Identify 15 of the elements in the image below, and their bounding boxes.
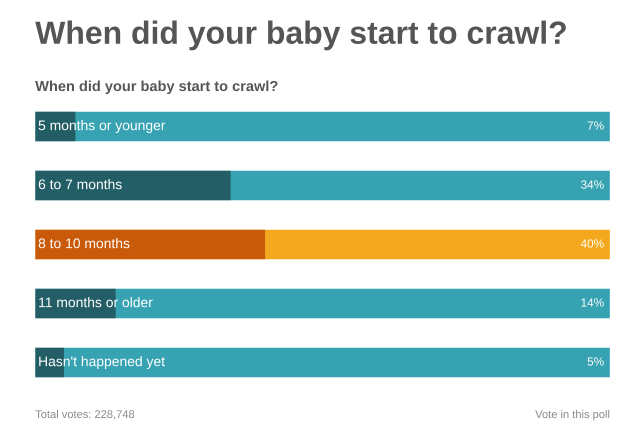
chart-subtitle: When did your baby start to crawl? [35,80,278,94]
text: Vote in this poll [535,410,610,420]
y-tick-label: 8 to 10 months [38,238,130,248]
chart-title: When did your baby start to crawl? [35,20,566,50]
bar [35,288,116,318]
data-label: 5% [588,357,604,366]
data-label: 34% [580,180,604,189]
data-label: 14% [581,298,604,307]
data-label: 7% [588,121,604,130]
y-tick-label: Hasn't happened yet [39,356,165,370]
y-tick-label: 5 months or younger [38,120,166,133]
y-tick-label: 11 months or older [39,297,153,308]
y-tick-label: 6 to 7 months [38,179,122,190]
text: Total votes: 228,748 [35,410,134,420]
data-label: 40% [580,239,604,248]
